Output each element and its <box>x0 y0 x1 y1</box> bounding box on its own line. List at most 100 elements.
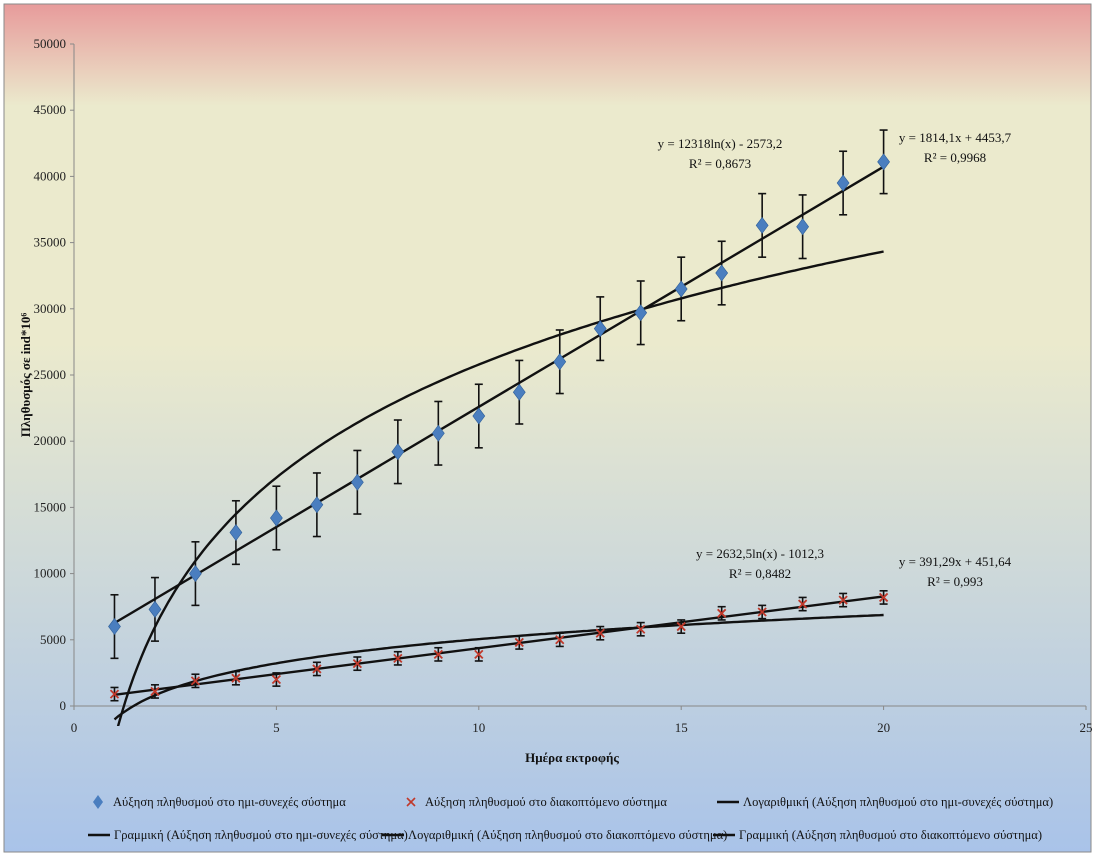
legend-item: Λογαριθμική (Αύξηση πληθυσμού στο διακοπ… <box>382 828 727 842</box>
x-marker-stroke <box>474 649 484 660</box>
x-tick-label: 0 <box>71 720 78 735</box>
data-point-diamond <box>836 174 850 192</box>
trendline-r2: R² = 0,9968 <box>924 150 986 165</box>
x-marker-stroke <box>757 607 767 617</box>
y-tick-label: 35000 <box>34 235 67 250</box>
trendline-equation: y = 2632,5ln(x) - 1012,3 <box>696 546 824 561</box>
trendline-equation: y = 391,29x + 451,64 <box>899 554 1012 569</box>
data-point-x <box>717 608 727 618</box>
data-point-x <box>271 674 282 685</box>
x-marker-stroke <box>555 635 565 645</box>
x-marker-stroke <box>109 689 120 699</box>
x-axis-title: Ημέρα εκτροφής <box>525 750 619 765</box>
data-point-diamond <box>431 424 445 442</box>
data-point-diamond <box>755 216 769 234</box>
trendline-1 <box>116 250 884 726</box>
legend-label: Γραμμική (Αύξηση πληθυσμού στο διακοπτόμ… <box>739 828 1042 842</box>
data-point-diamond <box>634 304 648 322</box>
legend-diamond-icon <box>93 795 103 809</box>
data-point-x <box>676 621 686 632</box>
legend-item: Αύξηση πληθυσμού στο ημι-συνεχές σύστημα <box>93 795 346 809</box>
data-point-diamond <box>877 153 890 171</box>
legend-label: Λογαριθμική (Αύξηση πληθυσμού στο διακοπ… <box>408 828 727 842</box>
data-point-x <box>312 664 322 674</box>
y-tick-label: 0 <box>60 698 67 713</box>
data-point-diamond <box>472 407 486 425</box>
x-tick-label: 25 <box>1080 720 1093 735</box>
data-point-diamond <box>796 218 810 236</box>
data-point-x <box>595 628 605 638</box>
legend-label: Γραμμική (Αύξηση πληθυσμού στο ημι-συνεχ… <box>114 828 408 842</box>
data-point-x <box>514 637 524 648</box>
data-point-diamond <box>270 509 283 527</box>
x-marker-stroke <box>190 676 201 686</box>
data-point-x <box>555 635 565 645</box>
data-point-diamond <box>512 383 526 401</box>
x-marker-stroke <box>717 608 727 618</box>
trendline-3 <box>113 613 884 721</box>
y-tick-label: 5000 <box>40 632 66 647</box>
chart-background <box>3 3 1092 853</box>
data-point-x <box>190 676 201 686</box>
y-tick-label: 30000 <box>34 301 67 316</box>
data-point-x <box>757 607 767 617</box>
legend-label: Λογαριθμική (Αύξηση πληθυσμού στο ημι-συ… <box>743 795 1053 809</box>
axes: 0 5000 10000 15000 20000 25000 30000 35000 40000… <box>18 36 1093 765</box>
trendline-4 <box>114 595 884 696</box>
x-marker-stroke <box>798 599 808 609</box>
x-marker-stroke <box>636 624 646 634</box>
x-marker-stroke <box>352 658 362 669</box>
data-point-x <box>150 686 160 697</box>
trendline-r2: R² = 0,993 <box>927 574 983 589</box>
y-tick-label: 40000 <box>34 168 67 183</box>
data-point-x <box>393 653 403 663</box>
x-tick-label: 15 <box>675 720 688 735</box>
data-point-diamond <box>391 443 405 461</box>
trendline-r2: R² = 0,8673 <box>689 156 751 171</box>
legend-item: Λογαριθμική (Αύξηση πληθυσμού στο ημι-συ… <box>717 795 1053 809</box>
y-tick-label: 50000 <box>34 36 67 51</box>
legend-label: Αύξηση πληθυσμού στο ημι-συνεχές σύστημα <box>113 795 346 809</box>
x-marker-stroke <box>595 628 605 638</box>
x-marker-stroke <box>393 653 403 663</box>
y-tick-label: 10000 <box>34 566 67 581</box>
legend-x-icon <box>406 797 416 807</box>
y-axis-title: Πληθυσμός σε ind*10⁶ <box>18 313 33 438</box>
x-marker-stroke <box>271 674 282 685</box>
data-point-diamond <box>350 473 364 491</box>
trendline-equations: y = 12318ln(x) - 2573,2 R² = 0,8673 y = 18… <box>658 130 1012 589</box>
data-point-x <box>878 592 889 603</box>
x-marker-stroke <box>878 592 889 603</box>
data-point-diamond <box>148 600 162 618</box>
data-point-diamond <box>553 353 567 371</box>
trendline-equation: y = 12318ln(x) - 2573,2 <box>658 136 783 151</box>
x-marker-stroke <box>150 686 160 697</box>
data-point-x <box>433 649 443 660</box>
x-marker-stroke <box>433 649 443 660</box>
legend: Αύξηση πληθυσμού στο ημι-συνεχές σύστημα… <box>88 795 1053 842</box>
data-point-diamond <box>715 264 729 282</box>
x-marker-stroke <box>676 621 686 632</box>
legend-item: Αύξηση πληθυσμού στο διακοπτόμενο σύστημ… <box>406 795 667 809</box>
data-point-diamond <box>229 524 243 542</box>
trendlines <box>113 165 885 726</box>
data-markers <box>108 153 890 699</box>
data-point-diamond <box>108 618 121 636</box>
trendline-2 <box>113 165 885 625</box>
data-point-diamond <box>310 496 324 514</box>
data-point-diamond <box>593 320 607 338</box>
data-point-x <box>474 649 484 660</box>
x-marker-stroke <box>312 664 322 674</box>
data-point-x <box>838 595 848 605</box>
data-point-diamond <box>189 565 202 583</box>
data-point-x <box>109 689 120 699</box>
x-tick-label: 5 <box>273 720 280 735</box>
y-tick-label: 45000 <box>34 102 67 117</box>
legend-item: Γραμμική (Αύξηση πληθυσμού στο διακοπτόμ… <box>713 828 1042 842</box>
x-tick-label: 10 <box>472 720 485 735</box>
trendline-equation: y = 1814,1x + 4453,7 <box>899 130 1012 145</box>
data-point-x <box>798 599 808 609</box>
data-point-x <box>231 673 241 683</box>
